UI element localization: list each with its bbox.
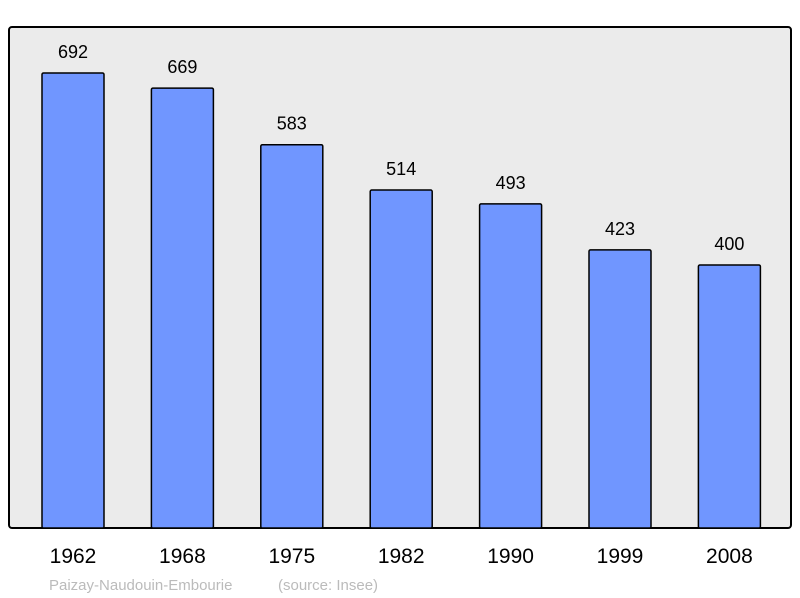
bar-1975: [260, 143, 324, 529]
x-tick-label: 1999: [597, 545, 644, 568]
bar-1962: [41, 72, 105, 529]
data-label-1975: 583: [277, 114, 307, 134]
bar-1968: [150, 87, 215, 529]
bar-1990: [478, 203, 543, 529]
bar-1982: [369, 189, 433, 529]
data-label-2008: 400: [714, 234, 744, 254]
footer-place: Paizay-Naudouin-Embourie: [49, 577, 232, 594]
x-tick-label: 2008: [706, 545, 753, 568]
x-tick-label: 1990: [487, 545, 534, 568]
x-tick-label: 1968: [159, 545, 206, 568]
data-label-1999: 423: [605, 219, 635, 239]
x-tick-label: 1975: [268, 545, 315, 568]
bar-2008: [697, 264, 762, 529]
bar-1999: [588, 249, 652, 529]
x-tick-label: 1982: [378, 545, 425, 568]
data-label-1962: 692: [58, 42, 88, 62]
footer-source: (source: Insee): [278, 577, 378, 594]
data-label-1968: 669: [167, 57, 197, 77]
data-label-1982: 514: [386, 159, 416, 179]
x-tick-label: 1962: [50, 545, 97, 568]
data-label-1990: 493: [496, 173, 526, 193]
